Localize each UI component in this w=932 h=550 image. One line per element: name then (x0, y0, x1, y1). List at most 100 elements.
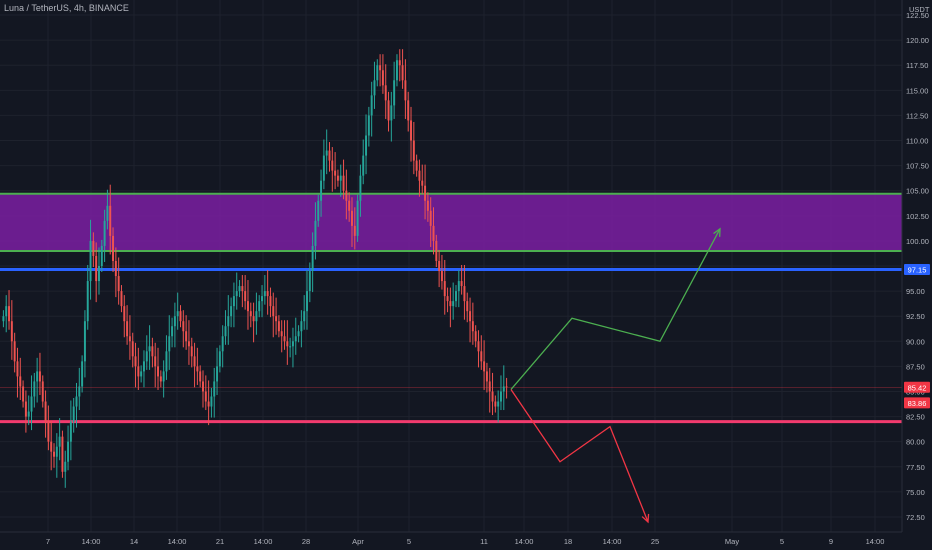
candle (112, 227, 115, 273)
candle (328, 142, 331, 172)
candle (289, 337, 292, 358)
x-tick-label: 5 (407, 537, 411, 546)
candle (480, 335, 483, 370)
projection-paths[interactable] (510, 227, 721, 524)
candle (373, 61, 376, 109)
candle (126, 305, 129, 345)
candle (244, 275, 247, 310)
candle (424, 164, 427, 220)
candle (463, 264, 466, 320)
candle (306, 270, 308, 330)
candle (185, 315, 188, 350)
candle (429, 197, 432, 247)
candle (291, 327, 294, 368)
candle (381, 54, 384, 94)
candle (477, 330, 480, 368)
candle (353, 207, 356, 250)
candle (58, 418, 61, 461)
candle (86, 264, 89, 330)
candle (27, 395, 30, 426)
candle (199, 365, 202, 388)
x-tick-label: 7 (46, 537, 50, 546)
x-tick-label: 11 (480, 537, 488, 546)
candle (410, 106, 413, 162)
y-tick-label: 100.00 (906, 237, 929, 246)
candle (359, 164, 362, 217)
x-tick-label: 18 (564, 537, 572, 546)
x-tick-label: 14:00 (866, 537, 885, 546)
x-tick-label: May (725, 537, 739, 546)
candle (435, 234, 438, 268)
candle (452, 282, 455, 320)
candle (190, 337, 193, 368)
candle (255, 292, 258, 335)
candle (179, 305, 182, 328)
candle (421, 164, 424, 195)
candle (210, 387, 213, 418)
candle (345, 169, 348, 220)
candle (469, 297, 472, 343)
candle (145, 335, 148, 370)
candle (2, 310, 5, 328)
candle (398, 49, 401, 82)
supply-zone[interactable] (0, 193, 902, 251)
candle (134, 342, 137, 388)
candle (120, 285, 123, 313)
candle (483, 340, 486, 390)
y-axis[interactable]: USDT 72.5075.0077.5080.0082.5085.0087.50… (901, 0, 932, 550)
candle (283, 320, 286, 350)
candle (505, 377, 508, 399)
candle (140, 365, 143, 383)
candle (412, 121, 415, 175)
candle (213, 367, 216, 418)
candle (227, 295, 230, 345)
y-tick-label: 117.50 (906, 61, 928, 70)
candle (69, 400, 72, 461)
candle (286, 320, 289, 365)
candle (24, 390, 27, 433)
y-tick-label: 110.00 (906, 137, 928, 146)
y-tick-label: 90.00 (906, 337, 925, 346)
candle (187, 320, 190, 365)
candle (379, 54, 382, 87)
candle (44, 390, 47, 438)
candle (117, 257, 120, 305)
candle (297, 325, 300, 343)
candle (193, 342, 196, 388)
y-tick-label: 82.50 (906, 413, 925, 422)
candle (367, 106, 370, 147)
candle (280, 320, 283, 353)
candle (322, 139, 325, 190)
candle (81, 355, 84, 393)
candle (263, 275, 266, 305)
candle (221, 325, 224, 368)
candle (165, 335, 168, 380)
y-tick-label: 87.50 (906, 362, 925, 371)
candle (78, 367, 81, 411)
x-tick-label: 5 (780, 537, 784, 546)
candle (317, 194, 320, 227)
candle (202, 370, 204, 408)
candle (336, 169, 339, 187)
bearish-projection-path[interactable] (510, 389, 649, 523)
candle (83, 310, 86, 378)
candle (455, 285, 457, 308)
candle (311, 232, 314, 293)
candle (325, 129, 328, 175)
bullish-projection-path[interactable] (510, 228, 721, 390)
candle (449, 287, 452, 328)
candle (300, 310, 303, 348)
x-tick-label: 14:00 (168, 537, 187, 546)
candle (376, 59, 379, 87)
y-tick-label: 105.00 (906, 187, 929, 196)
x-axis[interactable]: 7 14:00 14 14:00 21 14:00 28 Apr 5 11 14:00 18 14:00… (0, 531, 902, 546)
candle (350, 197, 353, 247)
candle (395, 54, 398, 87)
symbol-title[interactable]: Luna / TetherUS, 4h, BINANCE (4, 3, 129, 13)
x-tick-label: Apr (352, 537, 364, 546)
candle (460, 264, 463, 295)
candle (387, 91, 390, 132)
candle (50, 420, 53, 471)
price-label: 83.86 (904, 397, 930, 409)
